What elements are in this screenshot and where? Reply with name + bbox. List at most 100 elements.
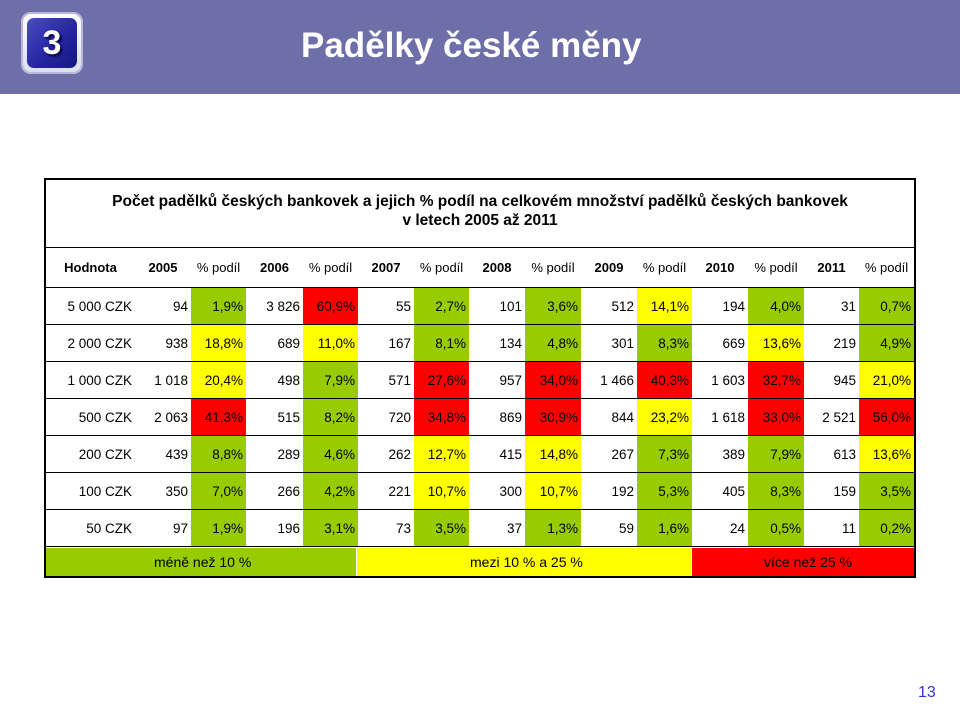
count-cell: 720 xyxy=(388,409,411,425)
share-cell: 8,2% xyxy=(303,399,358,435)
denomination-cell: 500 CZK xyxy=(78,409,132,425)
share-cell: 1,3% xyxy=(525,510,581,546)
header-cell: % podíl xyxy=(308,260,353,275)
count-cell: 669 xyxy=(722,335,745,351)
badge-number: 3 xyxy=(42,23,62,62)
count-cell: 194 xyxy=(722,298,745,314)
count-cell: 196 xyxy=(277,520,300,536)
share-cell: 8,3% xyxy=(637,325,692,361)
share-cell: 56,0% xyxy=(859,399,914,435)
count-cell: 192 xyxy=(611,483,634,499)
share-cell: 33,0% xyxy=(748,399,804,435)
table-row: 1 000 CZK 1 018 20,4% 498 7,9% 571 27,6% 957 34,… xyxy=(46,362,914,399)
denomination-cell: 100 CZK xyxy=(78,483,132,499)
count-cell: 101 xyxy=(499,298,522,314)
legend-row: méně než 10 % mezi 10 % a 25 % více než … xyxy=(46,548,914,576)
header-cell: 2007 xyxy=(371,260,401,275)
count-cell: 97 xyxy=(172,520,188,536)
share-cell: 13,6% xyxy=(748,325,804,361)
count-cell: 167 xyxy=(388,335,411,351)
page-number: 13 xyxy=(918,684,936,701)
share-cell: 10,7% xyxy=(525,473,581,509)
share-cell: 34,8% xyxy=(414,399,469,435)
header-cell: 2011 xyxy=(817,260,846,275)
share-cell: 21,0% xyxy=(859,362,914,398)
denomination-cell: 5 000 CZK xyxy=(67,298,132,314)
count-cell: 498 xyxy=(277,372,300,388)
slide-number-badge: 3 xyxy=(21,12,83,74)
table-row: 2 000 CZK 938 18,8% 689 11,0% 167 8,1% 134 4,8% 3… xyxy=(46,325,914,362)
share-cell: 7,9% xyxy=(748,436,804,472)
legend-yellow: mezi 10 % a 25 % xyxy=(357,548,691,576)
count-cell: 957 xyxy=(499,372,522,388)
count-cell: 938 xyxy=(165,335,188,351)
denomination-cell: 2 000 CZK xyxy=(67,335,132,351)
share-cell: 8,3% xyxy=(748,473,804,509)
count-cell: 1 618 xyxy=(711,409,745,425)
header-cell: 2010 xyxy=(705,260,735,275)
share-cell: 3,5% xyxy=(414,510,469,546)
share-cell: 1,9% xyxy=(191,510,246,546)
table-title: Počet padělků českých bankovek a jejich … xyxy=(46,180,914,248)
table-row: 50 CZK 97 1,9% 196 3,1% 73 3,5% 37 1,3% 59 1,6% 24 0… xyxy=(46,510,914,547)
share-cell: 4,2% xyxy=(303,473,358,509)
share-cell: 41,3% xyxy=(191,399,246,435)
header-cell: % podíl xyxy=(419,260,464,275)
count-cell: 439 xyxy=(165,446,188,462)
share-cell: 3,1% xyxy=(303,510,358,546)
count-cell: 11 xyxy=(841,520,856,536)
share-cell: 0,5% xyxy=(748,510,804,546)
header-cell: 2008 xyxy=(482,260,512,275)
table-title-line2: v letech 2005 až 2011 xyxy=(402,212,558,229)
share-cell: 2,7% xyxy=(414,288,469,324)
header-cell: % podíl xyxy=(642,260,687,275)
count-cell: 1 466 xyxy=(600,372,634,388)
share-cell: 20,4% xyxy=(191,362,246,398)
count-cell: 945 xyxy=(833,372,856,388)
header-cell: 2005 xyxy=(148,260,178,275)
count-cell: 134 xyxy=(499,335,522,351)
share-cell: 4,9% xyxy=(859,325,914,361)
count-cell: 262 xyxy=(388,446,411,462)
legend-red: více než 25 % xyxy=(692,548,914,576)
share-cell: 4,6% xyxy=(303,436,358,472)
share-cell: 32,7% xyxy=(748,362,804,398)
share-cell: 14,1% xyxy=(637,288,692,324)
slide-header: 3 Padělky české měny xyxy=(0,0,960,94)
share-cell: 5,3% xyxy=(637,473,692,509)
count-cell: 55 xyxy=(395,298,411,314)
header-cell: % podíl xyxy=(864,260,909,275)
table-row: 500 CZK 2 063 41,3% 515 8,2% 720 34,8% 869 30,9%… xyxy=(46,399,914,436)
count-cell: 689 xyxy=(277,335,300,351)
count-cell: 515 xyxy=(277,409,300,425)
count-cell: 301 xyxy=(611,335,634,351)
share-cell: 7,9% xyxy=(303,362,358,398)
count-cell: 94 xyxy=(172,298,188,314)
count-cell: 3 826 xyxy=(266,298,300,314)
share-cell: 10,7% xyxy=(414,473,469,509)
share-cell: 34,0% xyxy=(525,362,581,398)
count-cell: 267 xyxy=(611,446,634,462)
share-cell: 8,8% xyxy=(191,436,246,472)
count-cell: 300 xyxy=(499,483,522,499)
count-cell: 405 xyxy=(722,483,745,499)
share-cell: 23,2% xyxy=(637,399,692,435)
legend-red-label: více než 25 % xyxy=(764,554,852,570)
table-row: 100 CZK 350 7,0% 266 4,2% 221 10,7% 300 10,7% 192… xyxy=(46,473,914,510)
denomination-cell: 1 000 CZK xyxy=(67,372,132,388)
share-cell: 4,8% xyxy=(525,325,581,361)
share-cell: 40,3% xyxy=(637,362,692,398)
share-cell: 27,6% xyxy=(414,362,469,398)
share-cell: 14,8% xyxy=(525,436,581,472)
count-cell: 2 521 xyxy=(822,409,856,425)
count-cell: 613 xyxy=(833,446,856,462)
count-cell: 221 xyxy=(388,483,411,499)
share-cell: 7,0% xyxy=(191,473,246,509)
share-cell: 7,3% xyxy=(637,436,692,472)
header-cell: % podíl xyxy=(196,260,241,275)
share-cell: 3,6% xyxy=(525,288,581,324)
share-cell: 4,0% xyxy=(748,288,804,324)
share-cell: 0,2% xyxy=(859,510,914,546)
count-cell: 415 xyxy=(499,446,522,462)
counterfeit-table: Počet padělků českých bankovek a jejich … xyxy=(44,178,916,578)
